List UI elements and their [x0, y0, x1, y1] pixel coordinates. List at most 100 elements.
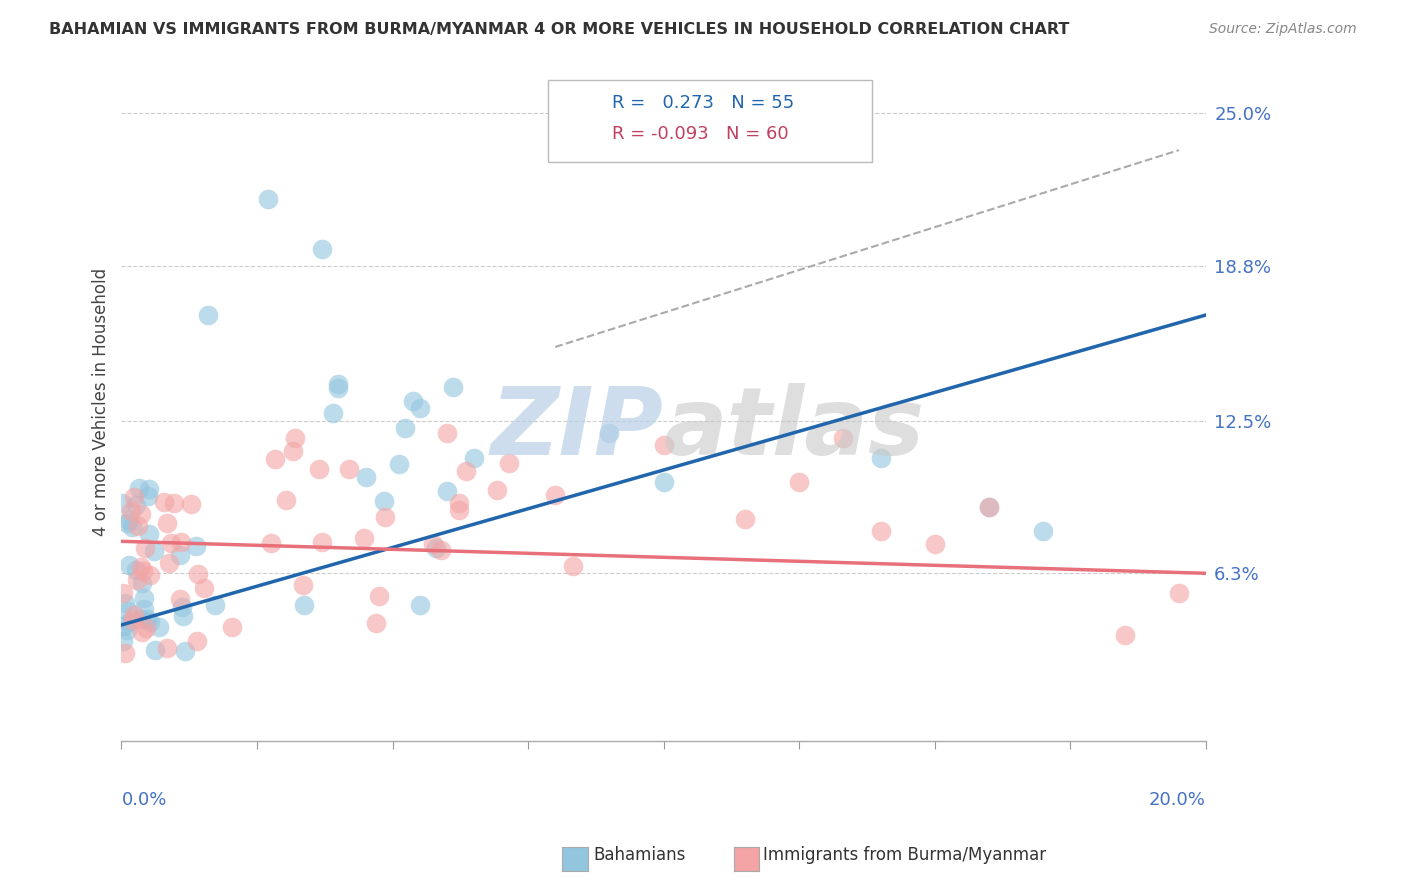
Point [454, 464, 477, 478]
Point [129, 612, 152, 626]
Point [1114, 628, 1136, 642]
Point [562, 558, 585, 573]
Point [264, 452, 287, 467]
Point [111, 496, 134, 510]
Point [337, 461, 360, 475]
Point [924, 537, 946, 551]
Point [125, 498, 148, 512]
Point [441, 380, 464, 394]
Point [463, 450, 485, 465]
Point [122, 607, 145, 622]
Point [186, 539, 208, 553]
Point [652, 475, 675, 490]
Point [260, 536, 283, 550]
Point [118, 513, 141, 527]
Point [436, 426, 458, 441]
Point [373, 494, 395, 508]
Point [354, 470, 377, 484]
Point [869, 450, 891, 465]
Point [869, 524, 891, 539]
Point [402, 394, 425, 409]
Point [328, 376, 350, 391]
Point [169, 535, 191, 549]
Point [283, 443, 305, 458]
Point [131, 576, 153, 591]
Point [169, 548, 191, 562]
Point [977, 500, 1000, 514]
Point [284, 431, 307, 445]
Point [292, 578, 315, 592]
Point [138, 482, 160, 496]
Point [139, 568, 162, 582]
Y-axis label: 4 or more Vehicles in Household: 4 or more Vehicles in Household [93, 268, 110, 536]
Point [276, 493, 298, 508]
Point [169, 592, 191, 607]
Point [831, 431, 853, 445]
Point [292, 598, 315, 612]
Point [311, 242, 333, 256]
Point [156, 516, 179, 530]
Point [367, 589, 389, 603]
Point [430, 542, 453, 557]
Point [449, 503, 471, 517]
Point [143, 544, 166, 558]
Point [160, 535, 183, 549]
Point [136, 612, 159, 626]
Point [422, 537, 444, 551]
Text: R = -0.093   N = 60: R = -0.093 N = 60 [612, 125, 789, 143]
Point [132, 564, 155, 578]
Point [118, 558, 141, 573]
Point [148, 620, 170, 634]
Point [117, 604, 139, 618]
Point [111, 633, 134, 648]
Point [138, 527, 160, 541]
Point [157, 556, 180, 570]
Point [1032, 524, 1054, 539]
Point [129, 507, 152, 521]
Point [172, 609, 194, 624]
Point [125, 573, 148, 587]
Point [115, 623, 138, 637]
Point [308, 462, 330, 476]
Point [394, 420, 416, 434]
Text: 20.0%: 20.0% [1149, 791, 1206, 809]
Point [204, 599, 226, 613]
Point [311, 534, 333, 549]
Point [598, 426, 620, 441]
Point [134, 541, 156, 555]
Point [1167, 586, 1189, 600]
Point [186, 634, 208, 648]
Text: ZIP: ZIP [491, 384, 664, 475]
Point [425, 541, 447, 555]
Point [114, 597, 136, 611]
Point [120, 504, 142, 518]
Point [136, 489, 159, 503]
Point [170, 600, 193, 615]
Point [787, 475, 810, 490]
Point [193, 581, 215, 595]
Point [125, 563, 148, 577]
Point [326, 381, 349, 395]
Point [117, 516, 139, 530]
Point [180, 497, 202, 511]
Point [388, 457, 411, 471]
Point [374, 510, 396, 524]
Point [447, 496, 470, 510]
Point [127, 519, 149, 533]
Point [122, 490, 145, 504]
Point [131, 624, 153, 639]
Point [132, 591, 155, 605]
Point [118, 615, 141, 629]
Point [128, 482, 150, 496]
Point [977, 500, 1000, 514]
Point [112, 619, 135, 633]
Point [257, 193, 280, 207]
Point [138, 615, 160, 629]
Point [163, 496, 186, 510]
Point [174, 643, 197, 657]
Point [129, 560, 152, 574]
Point [485, 483, 508, 497]
Point [436, 484, 458, 499]
Point [544, 487, 567, 501]
Point [197, 308, 219, 322]
